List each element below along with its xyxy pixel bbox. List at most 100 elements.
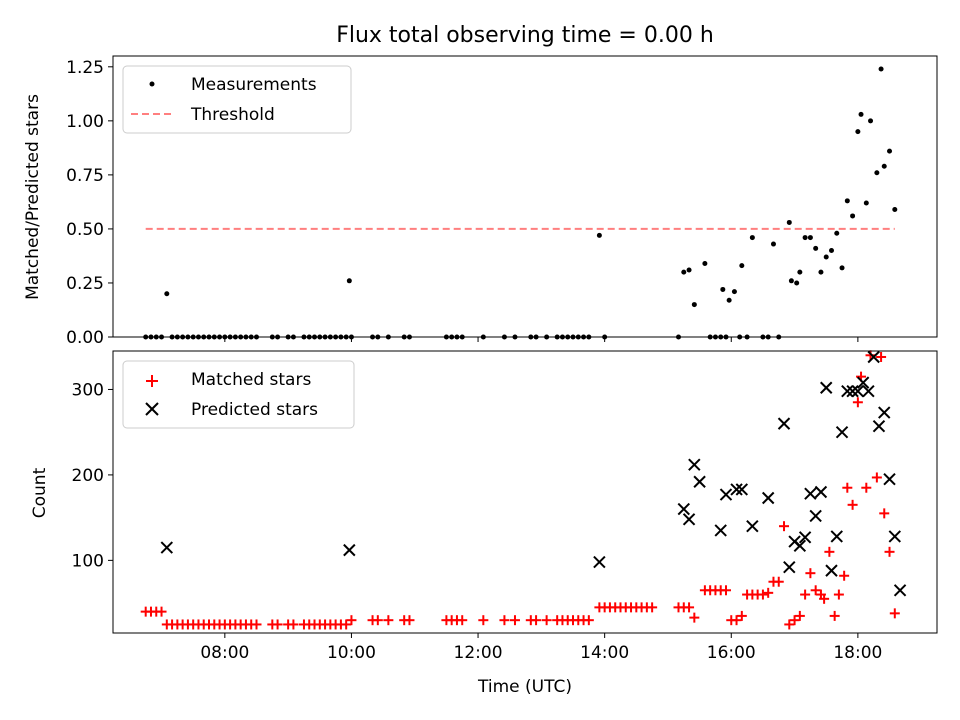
legend-predicted-label: Predicted stars — [191, 400, 318, 420]
matched-star-point — [871, 472, 882, 483]
measurement-point — [681, 269, 687, 275]
matched-star-point — [784, 619, 795, 630]
predicted-star-point — [809, 509, 822, 523]
predicted-star-point — [883, 472, 896, 486]
matched-star-point — [499, 615, 510, 626]
top-y-tick-label: 1.25 — [66, 58, 104, 78]
predicted-star-point — [793, 539, 807, 553]
predicted-star-point — [719, 488, 733, 501]
measurement-point — [868, 118, 874, 124]
predicted-star-point — [872, 419, 886, 433]
matched-star-point — [861, 482, 872, 493]
top-legend: Measurements Threshold — [122, 65, 352, 134]
predicted-star-point — [677, 502, 690, 516]
top-legend-box — [122, 65, 352, 134]
predicted-star-point — [593, 555, 606, 569]
top-y-tick-label: 0.50 — [66, 220, 104, 240]
measurement-point — [720, 286, 726, 292]
matched-star-point — [583, 615, 594, 626]
bottom-x-tick-label: 10:00 — [327, 643, 376, 663]
measurement-point — [887, 148, 893, 154]
matched-star-point — [757, 589, 768, 600]
bottom-x-tick-label: 16:00 — [707, 643, 756, 663]
matched-star-point — [288, 619, 299, 630]
matched-star-point — [842, 482, 853, 493]
matched-star-point — [156, 606, 167, 617]
predicted-star-point — [830, 530, 843, 543]
top-panel: 0.00 0.25 0.50 0.75 1.00 1.25 Matched/Predict… — [23, 55, 938, 348]
matched-star-point — [779, 521, 790, 532]
matched-star-point — [810, 585, 821, 596]
predicted-star-point — [856, 376, 870, 389]
measurement-point — [346, 278, 352, 284]
matched-star-point — [251, 619, 262, 630]
predicted-star-point — [730, 483, 743, 496]
matched-star-point — [879, 508, 890, 519]
bottom-y-axis-label: Count — [30, 467, 50, 518]
top-y-ticks: 0.00 0.25 0.50 0.75 1.00 1.25 — [66, 58, 113, 348]
matched-star-point — [478, 615, 489, 626]
measurement-point — [834, 230, 840, 236]
predicted-star-point — [804, 487, 817, 500]
top-axes-frame — [112, 55, 938, 338]
matched-star-point — [736, 610, 747, 621]
predicted-star-point — [761, 491, 775, 505]
matched-star-point — [531, 615, 542, 626]
predicted-star-point — [746, 519, 759, 533]
measurement-point — [878, 66, 884, 72]
bottom-x-tick-label: 18:00 — [833, 643, 882, 663]
measurement-point — [797, 269, 803, 275]
matched-star-point — [720, 585, 731, 596]
matched-star-point — [852, 397, 863, 408]
chart-title: Flux total observing time = 0.00 h — [336, 23, 714, 48]
bottom-x-ticks: 08:00 10:00 12:00 14:00 16:00 18:00 — [200, 633, 882, 663]
bottom-x-tick-label: 14:00 — [580, 643, 629, 663]
measurement-point — [802, 235, 808, 241]
measurement-point — [794, 280, 800, 286]
matched-star-point — [839, 570, 850, 581]
predicted-star-point — [862, 384, 875, 398]
measurement-point — [596, 232, 602, 238]
measurement-point — [855, 129, 861, 135]
measurement-point — [726, 297, 732, 303]
bottom-panel: 100 200 300 08:00 10:00 12:00 14:00 16:00 18:00… — [30, 350, 938, 697]
matched-star-point — [383, 615, 394, 626]
measurement-point — [881, 163, 887, 169]
predicted-star-point — [682, 513, 696, 526]
legend-predicted-marker — [145, 402, 159, 416]
predicted-star-point — [735, 483, 749, 496]
bottom-plot-marks — [140, 350, 907, 630]
predicted-star-point — [825, 564, 838, 577]
measurement-point — [786, 219, 792, 225]
predicted-star-point — [820, 381, 833, 394]
matched-star-point — [509, 615, 520, 626]
bottom-legend: Matched stars Predicted stars — [122, 360, 355, 429]
matched-star-point — [341, 619, 352, 630]
matched-star-point — [689, 612, 700, 623]
measurement-point — [892, 206, 898, 212]
bottom-x-tick-label: 08:00 — [200, 643, 249, 663]
matched-star-point — [884, 546, 895, 557]
matched-star-point — [829, 610, 840, 621]
predicted-star-point — [888, 530, 902, 543]
predicted-star-point — [693, 475, 706, 488]
predicted-star-point — [835, 425, 849, 439]
bottom-y-ticks: 100 200 300 — [72, 380, 113, 571]
measurement-point — [839, 265, 845, 271]
predicted-star-point — [777, 417, 791, 430]
predicted-star-point — [851, 384, 865, 398]
predicted-star-point — [867, 350, 880, 364]
measurement-point — [850, 213, 856, 219]
matched-star-point — [731, 615, 742, 626]
predicted-star-point — [343, 543, 356, 557]
top-y-tick-label: 0.75 — [66, 166, 104, 186]
measurement-point — [770, 241, 776, 247]
bottom-x-tick-label: 12:00 — [454, 643, 503, 663]
top-y-axis-label: Matched/Predicted stars — [23, 94, 43, 300]
measurement-point — [858, 111, 864, 117]
matched-star-point — [789, 615, 800, 626]
predicted-star-point — [160, 541, 174, 554]
predicted-star-point — [798, 531, 812, 544]
matched-star-point — [805, 568, 816, 579]
